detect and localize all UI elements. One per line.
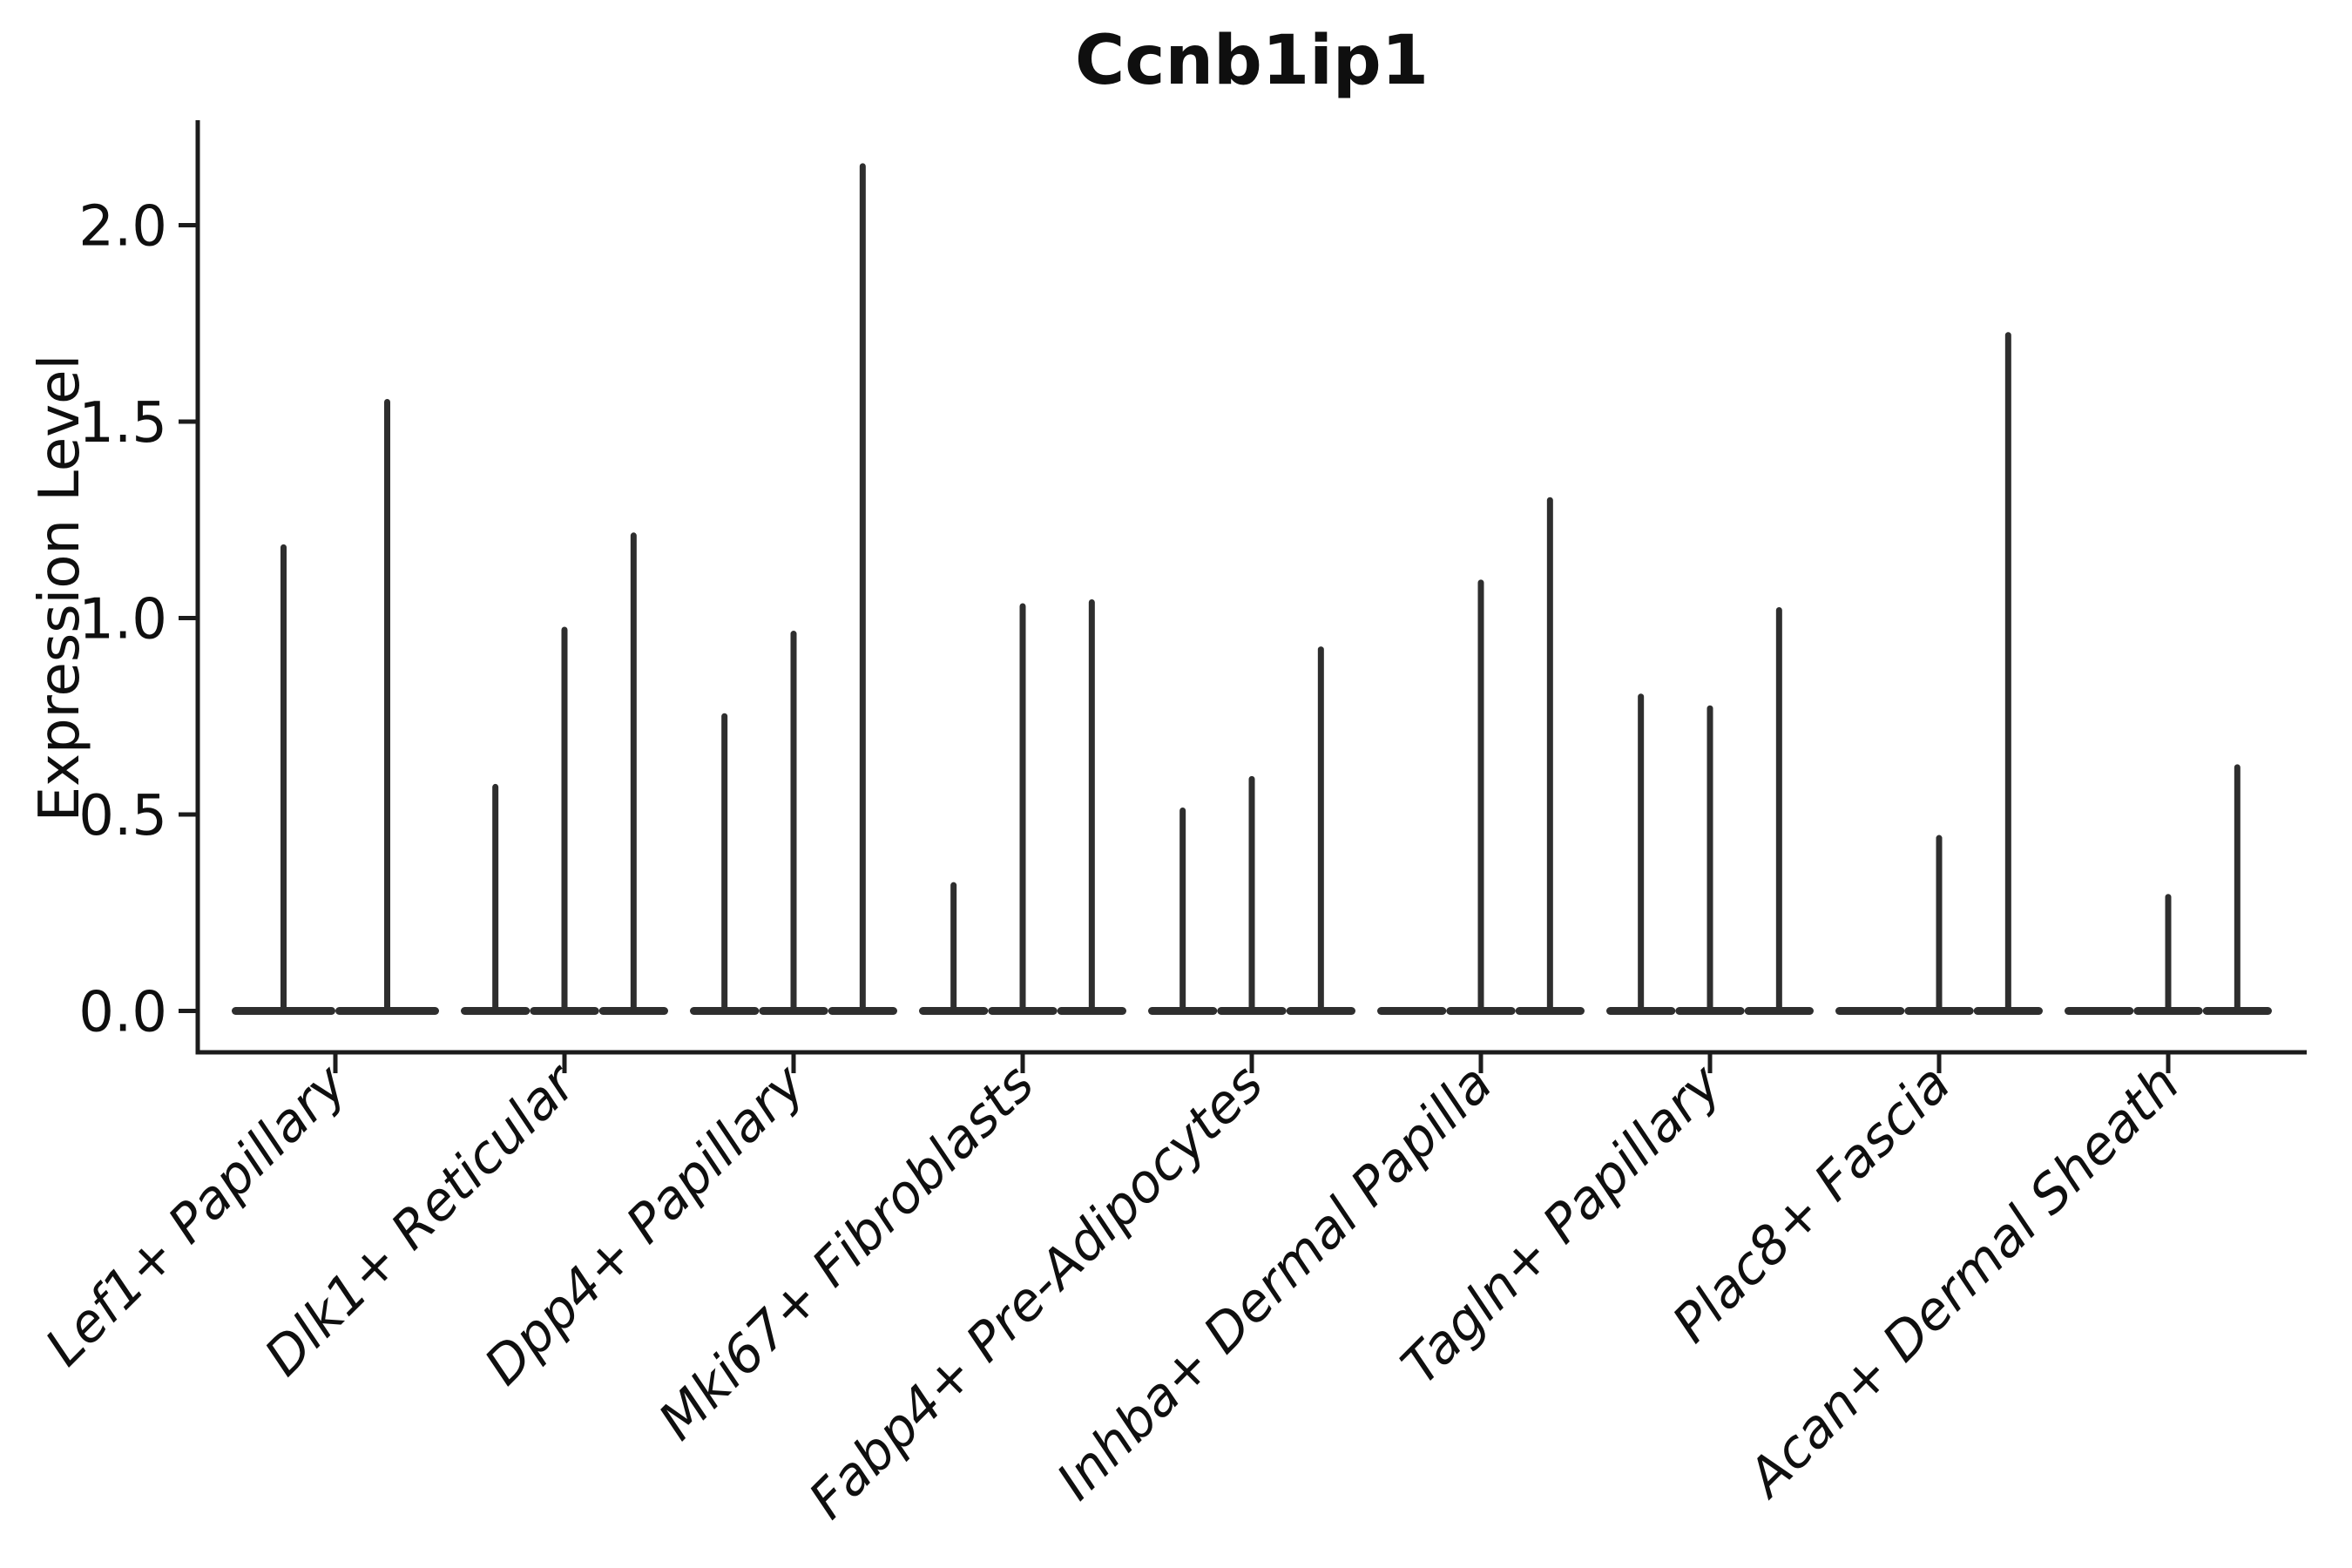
chart-title: Ccnb1ip1 bbox=[1075, 22, 1429, 100]
y-axis-label: Expression Level bbox=[28, 355, 92, 822]
y-tick-label: 1.0 bbox=[78, 588, 167, 652]
y-tick-label: 0.0 bbox=[78, 981, 167, 1045]
y-tick-label: 2.0 bbox=[78, 195, 167, 260]
y-tick-label: 0.5 bbox=[78, 784, 167, 848]
y-tick-label: 1.5 bbox=[78, 391, 167, 456]
